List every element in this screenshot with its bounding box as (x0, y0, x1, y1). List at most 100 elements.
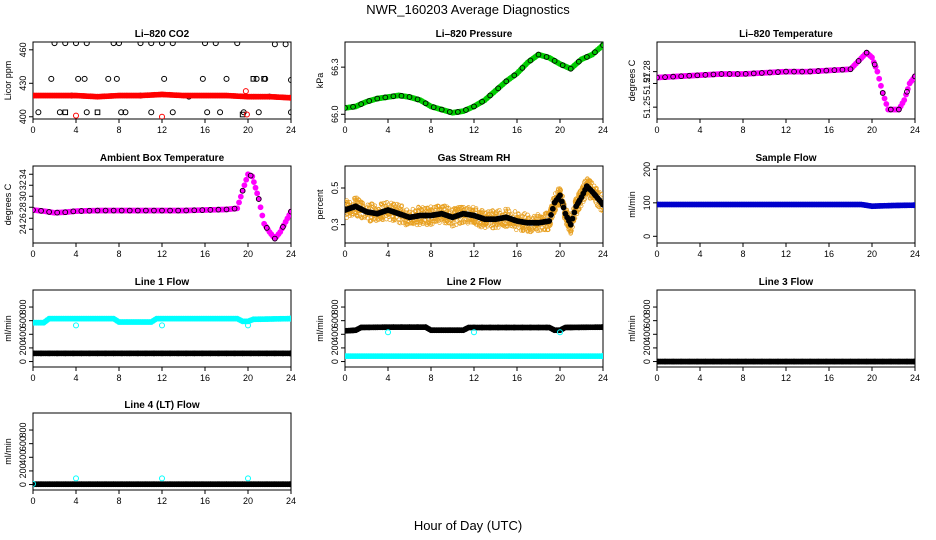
data-point (287, 315, 291, 322)
data-marker (159, 481, 165, 488)
data-marker (871, 61, 878, 68)
data-marker (527, 57, 534, 64)
data-point (245, 322, 251, 329)
data-marker (280, 224, 286, 230)
data-marker (94, 350, 101, 357)
panel-title: Ambient Box Temperature (100, 153, 225, 164)
data-point (83, 109, 90, 116)
data-point (396, 217, 402, 222)
x-tick-label: 8 (428, 125, 433, 135)
data-point (360, 201, 365, 206)
x-tick-label: 24 (910, 249, 920, 259)
data-point (257, 204, 264, 211)
data-point (560, 204, 567, 211)
data-point (424, 222, 429, 227)
data-marker (33, 350, 36, 357)
data-point (545, 227, 551, 232)
data-marker (366, 98, 373, 104)
data-point (490, 225, 495, 231)
data-marker (527, 219, 534, 226)
data-marker (207, 481, 214, 488)
data-point (202, 42, 208, 47)
panel-rh: Gas Stream RH percent 0 4 8 12 16 20 24 0.3 0.5 (315, 153, 608, 259)
data-marker (382, 208, 389, 214)
panel-temperature: Li–820 Temperature degrees C 0 4 8 12 16 20 24 51… (627, 29, 920, 135)
data-point (876, 75, 883, 82)
data-point (345, 201, 351, 207)
series-sample-flow (657, 201, 915, 210)
data-point (425, 206, 430, 211)
y-axis-label: ml/min (3, 438, 13, 465)
data-point (118, 109, 125, 116)
x-tick-label: 16 (512, 249, 522, 259)
data-marker (78, 208, 85, 214)
data-marker (479, 98, 485, 105)
data-marker (366, 209, 373, 216)
data-marker (543, 324, 550, 331)
data-point (204, 109, 211, 116)
data-marker (110, 207, 117, 214)
data-marker (345, 207, 348, 213)
x-tick-label: 24 (598, 125, 608, 135)
data-marker (414, 213, 421, 219)
data-point (444, 221, 449, 226)
data-marker (183, 481, 190, 488)
data-marker (94, 207, 101, 214)
data-marker (912, 358, 915, 365)
data-point (430, 222, 435, 227)
data-point (532, 215, 538, 220)
y-tick-label: 0 (642, 234, 652, 239)
data-point (569, 215, 576, 222)
data-marker (807, 68, 814, 75)
data-point (242, 88, 249, 95)
data-point (271, 42, 278, 48)
plot-data (657, 358, 915, 365)
x-tick-label: 4 (73, 125, 78, 135)
data-marker (657, 358, 660, 365)
data-marker (167, 207, 173, 214)
data-point (354, 212, 359, 217)
data-marker (823, 358, 830, 365)
y-axis-label: ml/min (315, 315, 325, 342)
data-marker (879, 90, 886, 96)
data-marker (463, 211, 469, 217)
y-tick-label: 600 (642, 313, 652, 328)
data-marker (551, 199, 558, 206)
data-marker (455, 212, 461, 219)
x-tick-label: 16 (512, 373, 522, 383)
series-rh-mean (345, 183, 603, 228)
data-marker (694, 358, 701, 365)
data-marker (487, 324, 493, 331)
y-tick-label: 800 (330, 300, 340, 315)
data-point (466, 219, 471, 224)
data-point (387, 217, 392, 222)
data-point (73, 112, 79, 119)
data-point (159, 113, 165, 119)
y-tick-label: 51.25 (642, 96, 652, 119)
x-tick-label: 8 (428, 373, 433, 383)
x-tick-label: 0 (30, 496, 35, 506)
data-marker (358, 324, 364, 331)
data-marker (102, 481, 109, 488)
data-point (548, 211, 554, 218)
data-point (110, 42, 117, 47)
data-point (385, 329, 391, 336)
data-marker (702, 72, 709, 78)
panel-pressure: Li–820 Pressure kPa 0 4 8 12 16 20 24 66.0 66.3 (315, 29, 608, 135)
panel-title: Sample Flow (755, 153, 816, 164)
x-tick-label: 24 (286, 373, 296, 383)
panel-title: Line 2 Flow (447, 277, 502, 288)
data-point (148, 42, 155, 47)
data-marker (167, 481, 173, 488)
data-point (354, 197, 359, 202)
data-point (466, 205, 471, 210)
data-marker (758, 70, 765, 76)
panel-sampleflow: Sample Flow ml/min 0 4 8 12 16 20 24 0 100 200 (627, 153, 920, 259)
data-marker (855, 58, 862, 64)
data-point (414, 220, 419, 225)
y-tick-label: 32 (18, 180, 28, 190)
data-point (381, 214, 386, 219)
y-tick-label: 430 (18, 76, 28, 91)
data-marker (110, 350, 117, 357)
series-line-1-dips (73, 322, 251, 329)
